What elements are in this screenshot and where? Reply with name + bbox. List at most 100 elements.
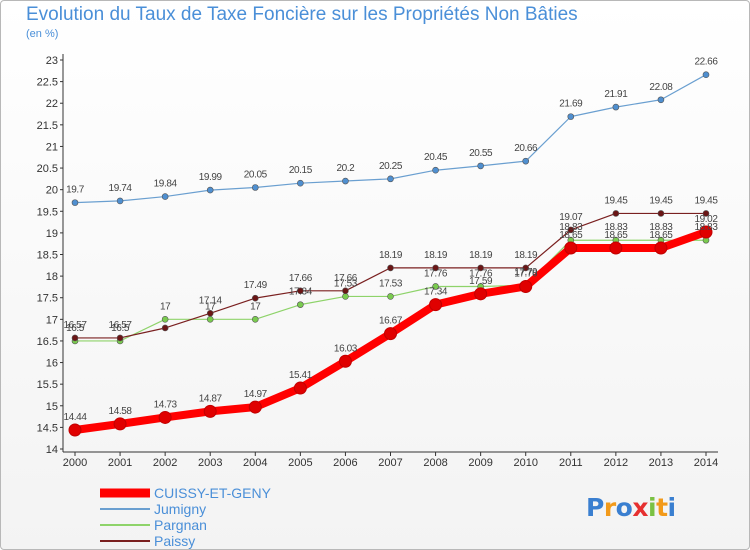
data-label-pargnan: 17.53	[379, 278, 403, 289]
data-point-jumigny	[567, 113, 575, 120]
x-tick-label: 2011	[559, 457, 583, 469]
chart-title: Evolution du Taux de Taxe Foncière sur l…	[26, 4, 578, 25]
data-label-paissy: 17.66	[289, 273, 313, 284]
data-label-cuissy-et-geny: 17.76	[514, 268, 538, 279]
data-label-jumigny: 20.15	[289, 165, 313, 176]
series-cuissy-et-geny	[68, 225, 713, 437]
data-point-jumigny	[612, 103, 620, 111]
data-point-paissy	[702, 210, 710, 217]
legend-label: Pargnan	[154, 517, 207, 533]
data-label-cuissy-et-geny: 17.34	[424, 287, 448, 298]
data-point-cuissy-et-geny	[474, 287, 488, 301]
data-label-cuissy-et-geny: 14.73	[154, 399, 178, 410]
data-label-jumigny: 20.2	[336, 163, 355, 174]
data-label-cuissy-et-geny: 16.67	[379, 316, 403, 327]
data-label-cuissy-et-geny: 19.02	[694, 214, 718, 225]
data-point-jumigny	[702, 71, 710, 78]
data-point-pargnan	[432, 283, 439, 290]
data-label-jumigny: 22.66	[694, 57, 718, 68]
data-label-cuissy-et-geny: 14.44	[63, 412, 87, 423]
data-point-paissy	[206, 309, 214, 317]
data-point-cuissy-et-geny	[113, 417, 127, 431]
data-point-jumigny	[251, 184, 259, 191]
data-label-jumigny: 20.55	[469, 148, 493, 159]
data-point-cuissy-et-geny	[519, 279, 533, 293]
y-tick-label: 23	[46, 55, 58, 67]
data-point-pargnan	[297, 301, 304, 308]
data-label-cuissy-et-geny: 18.65	[604, 230, 628, 241]
data-label-cuissy-et-geny: 18.65	[559, 230, 583, 241]
legend-label: CUISSY-ET-GENY	[154, 485, 271, 501]
y-tick-label: 15	[46, 401, 58, 413]
data-point-paissy	[251, 294, 259, 302]
y-tick-label: 17.5	[37, 293, 58, 305]
data-point-jumigny	[477, 162, 484, 170]
y-tick-label: 14.5	[37, 422, 58, 434]
legend-swatch	[100, 524, 150, 526]
data-label-paissy: 19.45	[604, 195, 628, 206]
legend-label: Jumigny	[154, 501, 207, 517]
series-jumigny	[71, 71, 710, 206]
data-label-paissy: 17.14	[199, 295, 223, 306]
data-point-cuissy-et-geny	[248, 400, 262, 414]
data-point-cuissy-et-geny	[699, 225, 713, 239]
data-point-jumigny	[432, 166, 439, 174]
data-point-cuissy-et-geny	[293, 381, 307, 395]
x-tick-label: 2013	[649, 457, 673, 469]
data-point-jumigny	[522, 157, 530, 165]
data-label-pargnan: 16.5	[66, 323, 85, 334]
data-point-cuissy-et-geny	[338, 354, 352, 368]
data-point-jumigny	[297, 179, 304, 187]
data-label-paissy: 16.57	[63, 320, 87, 331]
data-point-paissy	[477, 264, 484, 272]
y-tick-label: 20.5	[37, 163, 58, 175]
data-label-paissy: 17.49	[244, 280, 268, 291]
data-label-jumigny: 21.69	[559, 99, 583, 110]
data-label-jumigny: 19.74	[109, 183, 133, 194]
data-point-jumigny	[387, 175, 394, 183]
data-label-pargnan: 17.53	[334, 278, 358, 289]
data-label-paissy: 16.57	[109, 320, 133, 331]
proxiti-logo: Proxiti	[582, 488, 692, 528]
data-point-jumigny	[71, 199, 79, 206]
data-point-paissy	[612, 210, 620, 217]
y-tick-label: 19	[46, 228, 58, 240]
data-point-paissy	[432, 264, 439, 272]
legend-label: Paissy	[154, 533, 196, 549]
series-paissy	[71, 210, 710, 342]
x-tick-label: 2010	[513, 457, 537, 469]
data-label-cuissy-et-geny: 18.65	[649, 230, 673, 241]
legend-swatch	[100, 488, 150, 498]
data-label-paissy: 18.19	[514, 250, 538, 261]
data-label-cuissy-et-geny: 14.87	[199, 393, 223, 404]
x-tick-label: 2005	[288, 457, 312, 469]
data-point-paissy	[297, 287, 304, 295]
data-label-cuissy-et-geny: 16.03	[334, 343, 358, 354]
data-point-cuissy-et-geny	[609, 241, 623, 255]
data-label-paissy: 19.45	[694, 195, 718, 206]
x-tick-label: 2000	[63, 457, 87, 469]
y-tick-label: 14	[46, 444, 58, 456]
data-label-jumigny: 19.7	[66, 185, 85, 196]
data-point-jumigny	[657, 96, 665, 104]
y-tick-label: 17	[46, 314, 58, 326]
data-point-cuissy-et-geny	[68, 423, 82, 437]
data-label-cuissy-et-geny: 17.59	[469, 276, 493, 287]
data-label-paissy: 17.66	[334, 273, 358, 284]
data-label-jumigny: 19.84	[154, 179, 178, 190]
data-point-cuissy-et-geny	[564, 241, 578, 255]
axes: 14 14.5 15 15.5 16 16.5 17 17.5 18 18.5 19 19.5 20 20…	[37, 54, 718, 469]
data-point-pargnan	[387, 293, 394, 300]
data-point-cuissy-et-geny	[429, 298, 443, 312]
x-tick-label: 2009	[468, 457, 492, 469]
x-tick-label: 2003	[198, 457, 222, 469]
data-point-jumigny	[116, 197, 124, 205]
legend-swatch	[100, 540, 150, 542]
data-point-jumigny	[206, 186, 214, 194]
data-point-pargnan	[206, 316, 214, 323]
y-tick-label: 18	[46, 271, 58, 283]
data-label-paissy: 18.19	[424, 250, 448, 261]
data-point-paissy	[567, 226, 575, 234]
